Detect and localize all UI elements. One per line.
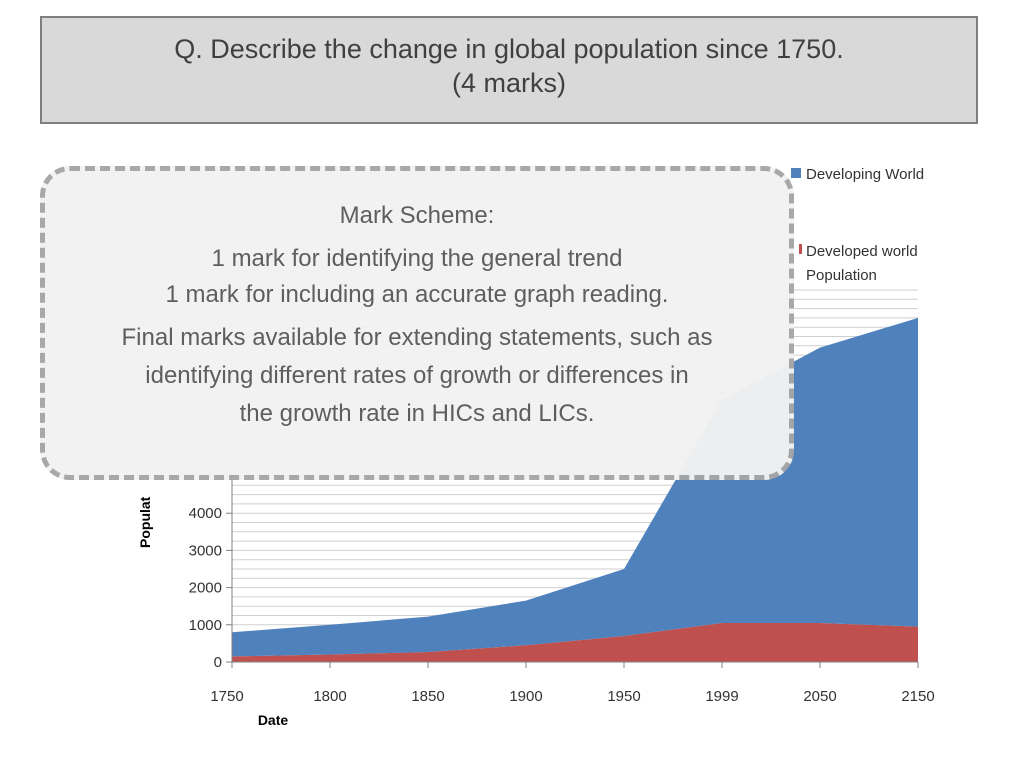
x-axis-label: Date [258,712,289,728]
y-tick-label: 1000 [189,617,222,634]
area-series-0 [232,622,918,662]
x-tick-label: 2150 [901,688,934,705]
x-tick-label: 1950 [607,688,640,705]
legend-label-developed: Developed world Population [806,243,918,284]
legend-label-developing: Developing World [806,166,924,183]
x-tick-label: 1800 [313,688,346,705]
y-tick-label: 0 [214,654,222,671]
x-tick-label: 2050 [803,688,836,705]
legend-swatch-developed [799,244,802,254]
mark-scheme-box: Mark Scheme: 1 mark for identifying the … [40,166,794,480]
y-tick-labels: 0 1000 2000 3000 4000 [189,505,222,671]
x-tick-label: 1999 [705,688,738,705]
question-marks: (4 marks) [452,68,566,98]
question-box: Q. Describe the change in global populat… [40,16,978,124]
x-tick-label: 1750 [210,688,243,705]
mark-scheme-line-4: identifying different rates of growth or… [145,362,689,389]
y-axis-label: Populat [137,496,153,548]
question-text: Q. Describe the change in global populat… [174,34,844,64]
x-tick-labels: 1750 1800 1850 1900 1950 1999 2050 2150 [210,688,934,705]
mark-scheme-line-3: Final marks available for extending stat… [121,324,713,351]
y-tick-label: 3000 [189,542,222,559]
x-tick-label: 1900 [509,688,542,705]
y-tick-label: 4000 [189,505,222,522]
mark-scheme-line-5: the growth rate in HICs and LICs. [239,400,595,427]
x-tick-label: 1850 [411,688,444,705]
legend-swatch-developing [791,168,801,178]
mark-scheme-line-1: 1 mark for identifying the general trend [211,245,623,272]
mark-scheme-line-2: 1 mark for including an accurate graph r… [165,281,669,308]
mark-scheme-title: Mark Scheme: [339,202,495,229]
y-tick-label: 2000 [189,580,222,597]
